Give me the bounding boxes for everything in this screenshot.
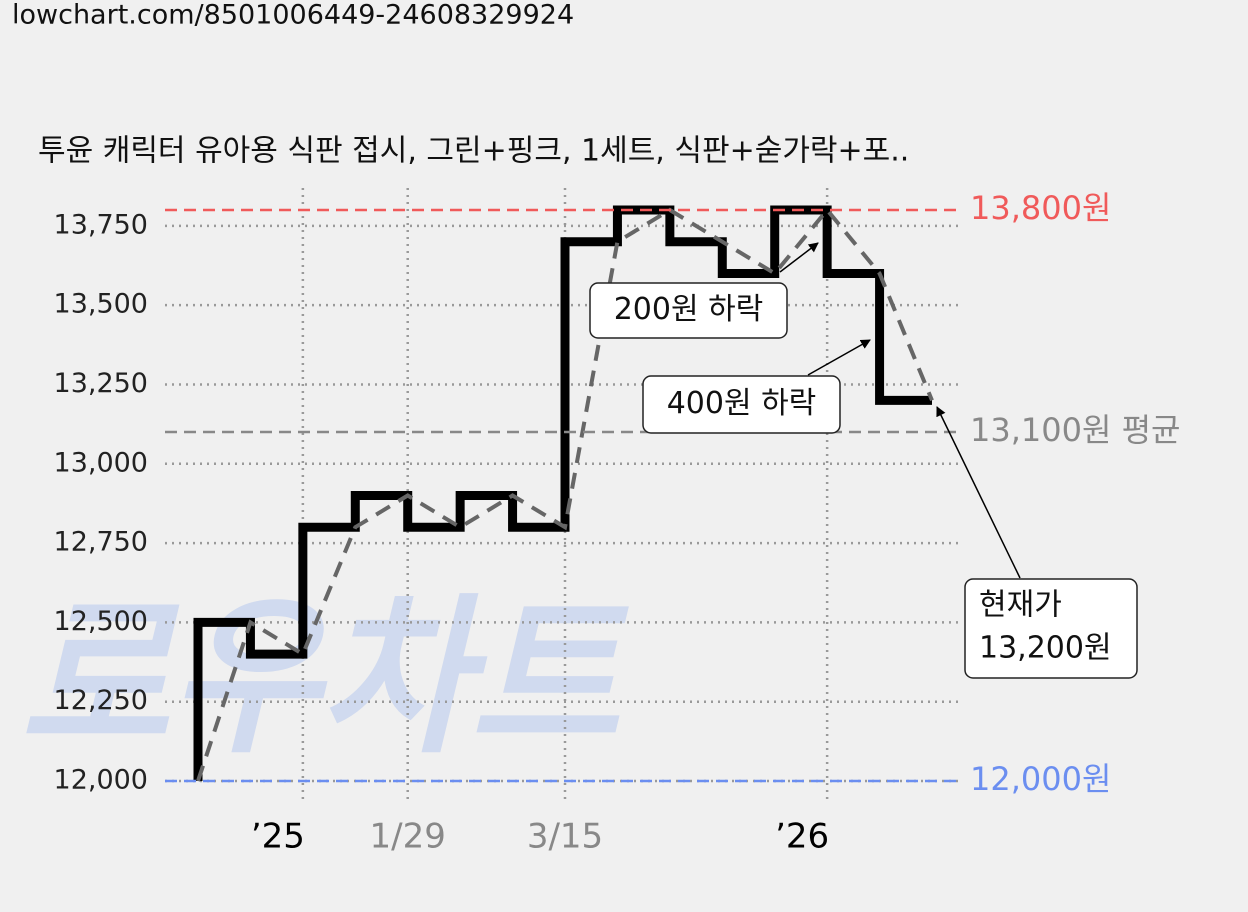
annotation-box (589, 282, 788, 339)
x-tick-label: ’25 (251, 817, 305, 857)
annotation-text: 400원 하락 (667, 386, 817, 421)
reference-label: 12,000원 (970, 760, 1111, 798)
y-tick-label: 13,250 (54, 368, 148, 399)
annotation-box (642, 375, 841, 434)
reference-label: 13,100원 평균 (970, 411, 1180, 449)
chart-title: 투윤 캐릭터 유아용 식판 접시, 그린+핑크, 1세트, 식판+숟가락+포.. (38, 134, 909, 169)
y-tick-label: 12,000 (54, 765, 148, 796)
y-tick-label: 12,500 (54, 606, 148, 637)
annotation-arrow (807, 339, 871, 376)
x-tick-label: ’26 (775, 817, 829, 857)
y-tick-label: 12,250 (54, 685, 148, 716)
trend-line (196, 206, 934, 782)
url: lowchart.com/8501006449-24608329924 (12, 0, 574, 31)
annotation-arrow (779, 242, 819, 273)
x-tick-label: 1/29 (370, 817, 446, 857)
annotation-arrow (936, 406, 1021, 579)
reference-label: 13,800원 (970, 189, 1111, 227)
annotation-text: 현재가 (979, 588, 1062, 623)
annotation-text: 13,200원 (979, 631, 1112, 666)
y-tick-label: 13,750 (54, 209, 148, 240)
x-tick-label: 3/15 (527, 817, 603, 857)
annotation-box (964, 578, 1138, 679)
y-tick-label: 12,750 (54, 527, 148, 558)
y-tick-label: 13,500 (54, 289, 148, 320)
y-tick-label: 13,000 (54, 447, 148, 478)
watermark: 로우차트 (20, 579, 629, 777)
annotation-text: 200원 하락 (614, 292, 764, 327)
